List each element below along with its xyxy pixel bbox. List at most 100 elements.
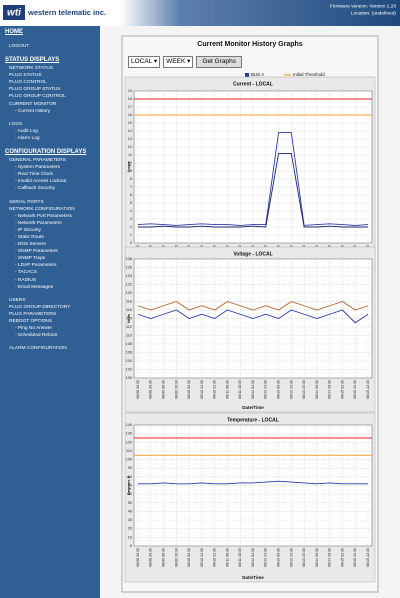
y-tick-label: 90 (128, 466, 132, 470)
nav-link[interactable]: SERIAL PORTS (9, 199, 44, 205)
nav-link[interactable]: - Real Time Clock (15, 172, 53, 178)
y-axis-label: Volts (126, 313, 131, 323)
nav-link[interactable]: REBOOT OPTIONS (9, 319, 53, 324)
nav-link[interactable]: PLUG CONTROL (9, 80, 47, 86)
x-tick-label: 08/10 22:30 (213, 380, 217, 399)
nav-link[interactable]: - Current History (15, 108, 51, 114)
y-tick-label: 0 (130, 241, 132, 245)
x-tick-label: 08/12 14:30 (264, 548, 268, 567)
company-name: western telematic inc. (27, 8, 106, 17)
y-tick-label: 20 (128, 527, 132, 531)
source-value: LOCAL (131, 58, 153, 65)
x-axis-label: Date/Time (242, 575, 264, 580)
y-tick-label: 106 (126, 351, 132, 355)
x-tick-label: 08/08 20:30 (149, 548, 153, 567)
nav-link[interactable]: - IP Security (15, 227, 42, 233)
y-tick-label: 70 (128, 484, 132, 488)
nav-link[interactable]: - System Parameters (15, 165, 61, 171)
nav-heading[interactable]: CONFIGURATION DISPLAYS (5, 149, 87, 156)
y-tick-label: 6 (130, 193, 132, 197)
nav-link[interactable]: PLUG GROUP CONTROL (9, 94, 66, 100)
nav-link[interactable]: NETWORK CONFIGURATION (9, 206, 75, 212)
y-tick-label: 9 (130, 169, 132, 173)
y-tick-label: 60 (128, 492, 132, 496)
y-tick-label: 18 (128, 97, 132, 101)
nav-link[interactable]: - Email Messages (15, 284, 54, 290)
controls: LOCAL ▾ WEEK ▾ Get Graphs (128, 56, 242, 68)
nav-link[interactable]: GENERAL PARAMETERS (9, 158, 66, 164)
y-tick-label: 110 (126, 334, 132, 338)
nav-link[interactable]: - Scheduled Reboot (15, 333, 58, 339)
panel-title: Current Monitor History Graphs (197, 41, 303, 48)
y-tick-label: 8 (130, 177, 132, 181)
nav-link[interactable]: ALARM CONFIGURATION (9, 346, 67, 352)
header: wti western telematic inc. Firmware vers… (0, 0, 400, 26)
nav-group: LOGOUT (0, 43, 100, 50)
nav-heading[interactable]: STATUS DISPLAYS (5, 57, 60, 64)
nav-link[interactable]: - Network Parameters (15, 220, 62, 226)
x-axis-label: Date/Time (242, 405, 264, 410)
get-graphs-button[interactable]: Get Graphs (196, 56, 242, 68)
nav-link[interactable]: - Callback Security (15, 186, 55, 192)
period-select[interactable]: WEEK ▾ (163, 56, 194, 68)
data-line (138, 480, 368, 485)
x-tick-label: 08/13 00:30 (277, 380, 281, 399)
nav-link[interactable]: PLUG GROUP DIRECTORY (9, 304, 71, 310)
nav-link[interactable]: - Network Port Parameters (15, 213, 72, 219)
y-tick-label: 15 (128, 121, 132, 125)
nav-heading[interactable]: HOME (5, 29, 23, 35)
data-line (138, 152, 368, 228)
y-tick-label: 1 (130, 233, 132, 237)
nav-link[interactable]: PLUG GROUP STATUS (9, 87, 61, 93)
nav-link[interactable]: - RADIUS (15, 277, 37, 283)
x-tick-label: 08/13 20:30 (302, 380, 306, 399)
nav-link[interactable]: PLUG PARAMETERS (9, 311, 57, 317)
nav-link[interactable]: - LDAP Parameters (15, 263, 57, 269)
nav-link[interactable]: LOGS (9, 121, 23, 127)
y-tick-label: 104 (126, 359, 132, 363)
chart-title: Temperature - LOCAL (227, 417, 279, 423)
sidebar: HOME LOGOUT STATUS DISPLAYS NETWORK STATUS P… (0, 26, 100, 598)
y-tick-label: 120 (126, 291, 132, 295)
y-tick-label: 114 (126, 317, 132, 321)
nav-link[interactable]: - Static Route (15, 234, 45, 240)
y-tick-label: 5 (130, 201, 132, 205)
y-tick-label: 108 (126, 342, 132, 346)
y-tick-label: 10 (128, 161, 132, 165)
x-tick-label: 08/10 02:30 (187, 548, 191, 567)
nav-link[interactable]: - SNMP Traps (15, 256, 46, 262)
period-value: WEEK (166, 58, 186, 65)
y-tick-label: 124 (126, 274, 132, 278)
nav-link[interactable]: - Ping No Answer (15, 326, 53, 332)
data-line (137, 309, 369, 324)
y-tick-label: 126 (126, 266, 132, 270)
x-tick-label: 08/14 16:30 (328, 548, 332, 567)
nav-link[interactable]: LOGOUT (9, 44, 30, 49)
nav-link[interactable]: - Invalid Access Lockout (15, 179, 67, 185)
y-tick-label: 12 (128, 145, 132, 149)
x-tick-label: 08/09 06:30 (162, 380, 166, 399)
x-tick-label: 08/15 22:30 (366, 548, 370, 567)
x-tick-label: 08/08 10:30 (136, 380, 140, 399)
source-select[interactable]: LOCAL ▾ (128, 56, 161, 68)
x-tick-label: 08/08 10:30 (136, 548, 140, 567)
y-tick-label: 140 (126, 423, 132, 427)
nav-link[interactable]: - Audit Log (15, 128, 38, 134)
nav-link[interactable]: NETWORK STATUS (9, 66, 54, 72)
legend-swatch (245, 73, 249, 77)
y-tick-label: 100 (126, 458, 132, 462)
x-tick-label: 08/14 06:30 (315, 548, 319, 567)
nav-group: USERS PLUG GROUP DIRECTORY PLUG PARAMETERS… (0, 297, 100, 340)
location: Location: (undefined) (351, 10, 396, 16)
y-tick-label: 100 (126, 376, 132, 380)
x-tick-label: 08/15 22:30 (366, 380, 370, 399)
nav-link[interactable]: - TACACS (15, 270, 37, 276)
x-tick-label: 08/10 12:30 (200, 548, 204, 567)
nav-link[interactable]: PLUG STATUS (9, 73, 42, 79)
nav-link[interactable]: - SNMP Parameters (15, 249, 58, 255)
data-line (137, 301, 369, 311)
nav-link[interactable]: - Alarm Log (15, 135, 40, 141)
nav-link[interactable]: - DNS Servers (15, 242, 46, 248)
nav-link[interactable]: CURRENT MONITOR (9, 101, 57, 107)
nav-link[interactable]: USERS (9, 297, 26, 303)
